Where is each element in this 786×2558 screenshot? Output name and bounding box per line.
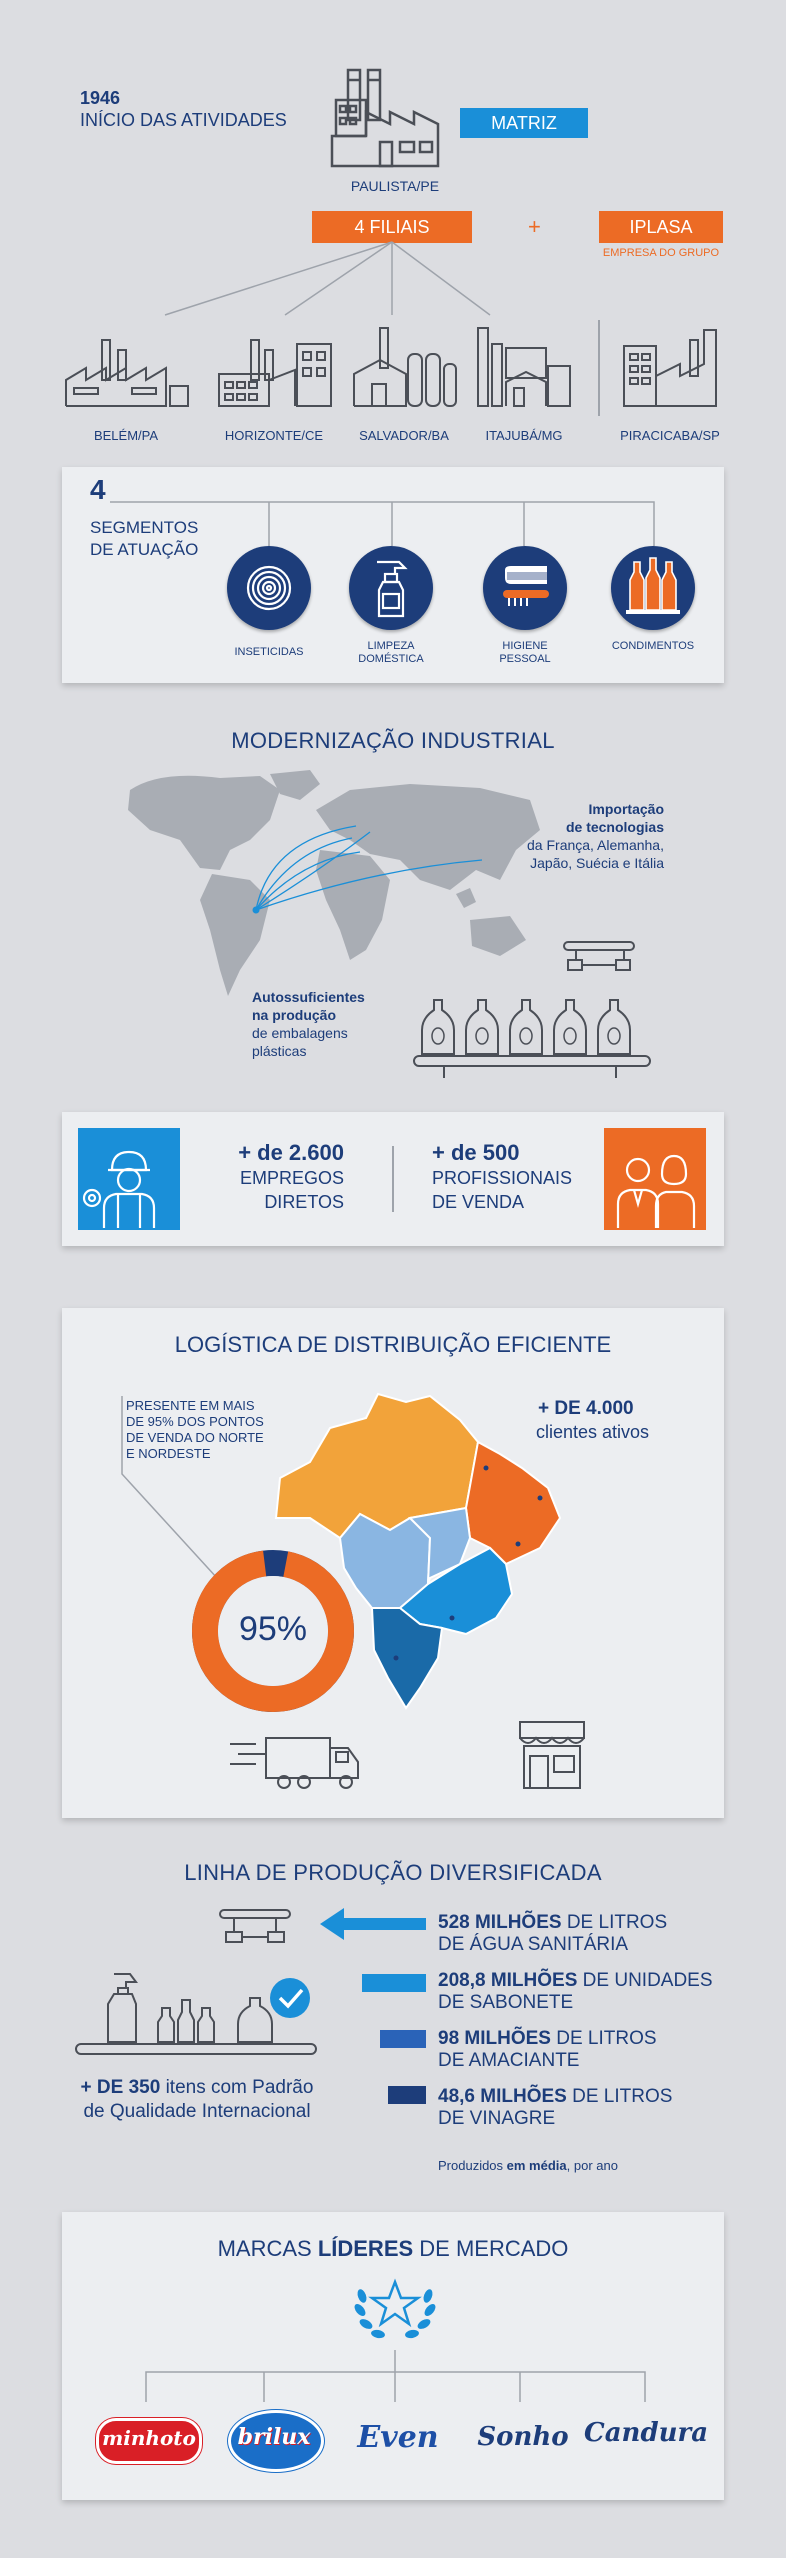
city-itajuba: ITAJUBÁ/MG [485, 428, 563, 443]
bottles-icon [626, 557, 680, 614]
worker-tile [78, 1128, 180, 1230]
factory-belem-icon [65, 339, 189, 407]
import-text: Importação de tecnologias da França, Ale… [527, 801, 664, 871]
bottling-line-icon [413, 941, 651, 1078]
segment-label-condiments: CONDIMENTOS [611, 640, 695, 652]
brand-sonho: Sonho [477, 2422, 569, 2452]
segment-insecticides-badge [227, 546, 311, 630]
production-footnote: Produzidos em média, por ano [438, 2158, 618, 2173]
salespeople-icon [616, 1154, 696, 1228]
stat-vinegar: 48,6 MILHÕES DE LITROS DE VINAGRE [438, 2086, 673, 2129]
stat-bleach: 528 MILHÕES DE LITROS DE ÁGUA SANITÁRIA [438, 1912, 668, 1955]
clients-number: + DE 4.000 [538, 1398, 634, 1419]
sales-number: + de 500 [432, 1140, 520, 1165]
matriz-label: MATRIZ [491, 113, 557, 133]
iplasa-badge [599, 211, 723, 243]
production-line-icon [75, 1909, 317, 2055]
star-laurel-icon [354, 2278, 436, 2339]
matriz-badge [460, 108, 588, 138]
segments-connectors [110, 501, 655, 546]
sales-line2: DE VENDA [432, 1192, 525, 1212]
filiais-label: 4 FILIAIS [354, 217, 430, 237]
brand-minhoto-logo [96, 2418, 202, 2464]
coil-icon [246, 565, 292, 611]
factory-horizonte-icon [218, 339, 332, 407]
factory-itajuba-icon [477, 327, 571, 407]
arrow-bars [320, 1908, 426, 2104]
city-salvador: SALVADOR/BA [359, 428, 449, 443]
spray-bottle-icon [377, 560, 408, 618]
percent-label: 95% [238, 1610, 308, 1648]
delivery-truck-icon [230, 1737, 359, 1789]
modernization-title: MODERNIZAÇÃO INDUSTRIAL [231, 728, 555, 753]
brands-connectors [145, 2350, 646, 2402]
brand-minhoto: minhoto [102, 2426, 196, 2450]
factory-piracicaba-icon [623, 329, 717, 407]
branch-connectors [164, 241, 491, 316]
segment-label-hygiene: HIGIENE PESSOAL [499, 640, 551, 665]
brazil-map [274, 1392, 562, 1710]
factory-salvador-icon [353, 327, 457, 407]
brand-brilux-logo [228, 2410, 324, 2472]
city-piracicaba: PIRACICABA/SP [620, 428, 720, 443]
start-label: INÍCIO DAS ATIVIDADES [80, 110, 287, 130]
items-quality-text: + DE 350 itens com Padrão de Qualidade I… [80, 2077, 314, 2122]
worker-icon [82, 1150, 156, 1228]
sales-line1: PROFISSIONAIS [432, 1168, 573, 1188]
brand-candura: Candura [584, 2418, 709, 2448]
note-connector [121, 1396, 229, 1591]
segments-title-line1: SEGMENTOS [90, 518, 199, 537]
iplasa-sub: EMPRESA DO GRUPO [602, 247, 720, 259]
matriz-city: PAULISTA/PE [350, 178, 440, 194]
employees-divider [392, 1146, 394, 1212]
storefront-icon [519, 1721, 585, 1789]
percent-donut [192, 1550, 354, 1712]
world-map [128, 770, 540, 996]
stat-soap: 208,8 MILHÕES DE UNIDADES DE SABONETE [438, 1970, 713, 2013]
direct-employees-number: + de 2.600 [238, 1140, 344, 1165]
toothbrush-icon [503, 566, 549, 606]
filiais-badge [312, 211, 472, 243]
brand-even: Even [357, 2420, 439, 2455]
segment-hygiene-badge [483, 546, 567, 630]
city-belem: BELÉM/PA [93, 428, 159, 443]
stat-softener: 98 MILHÕES DE LITROS DE AMACIANTE [438, 2028, 657, 2071]
plus-sign: + [528, 214, 541, 239]
logistics-note: PRESENTE EM MAIS DE 95% DOS PONTOS DE VE… [126, 1398, 264, 1461]
segments-number: 4 [90, 474, 106, 505]
iplasa-label: IPLASA [629, 217, 693, 237]
direct-employees-line2: DIRETOS [264, 1192, 344, 1212]
brand-brilux: brilux [237, 2424, 311, 2450]
city-horizonte: HORIZONTE/CE [224, 428, 324, 443]
segment-label-cleaning: LIMPEZA DOMÉSTICA [358, 640, 424, 665]
group-divider [598, 320, 600, 416]
matriz-factory-icon [330, 68, 440, 168]
clients-label: clientes ativos [536, 1422, 650, 1442]
founding-year: 1946 [80, 88, 121, 108]
segment-label-insecticides: INSETICIDAS [234, 646, 304, 658]
direct-employees-line1: EMPREGOS [239, 1168, 344, 1188]
logistics-title: LOGÍSTICA DE DISTRIBUIÇÃO EFICIENTE [174, 1332, 612, 1357]
self-sufficient-text: Autossuficientes na produção de embalage… [252, 989, 365, 1059]
segments-title-line2: DE ATUAÇÃO [90, 540, 199, 559]
brands-title: MARCAS LÍDERES DE MERCADO [217, 2236, 569, 2261]
production-title: LINHA DE PRODUÇÃO DIVERSIFICADA [184, 1860, 602, 1885]
